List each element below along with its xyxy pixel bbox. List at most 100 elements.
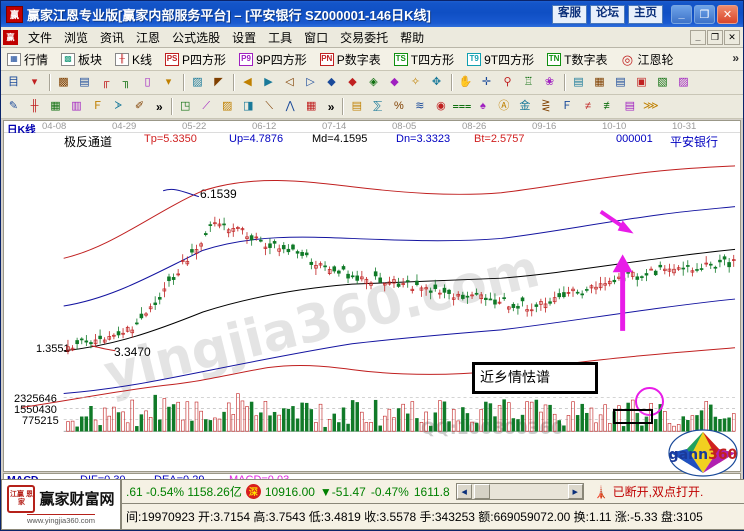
toolbar-icon-tb1-2-0[interactable]: ▩: [58, 76, 69, 88]
shortcut-p-number-table[interactable]: PN P数字表: [319, 51, 381, 68]
toolbar-icon-tb2-3-6[interactable]: ▦: [305, 100, 317, 112]
menu-item-help[interactable]: 帮助: [400, 30, 425, 45]
toolbar-icon-tb2-6-12[interactable]: ≢: [603, 100, 615, 112]
menu-item-settings[interactable]: 设置: [232, 30, 257, 45]
toolbar-icon-tb2-0-3[interactable]: ▥: [71, 100, 82, 112]
toolbar-icon-tb2-6-7[interactable]: Ⓐ: [498, 100, 510, 112]
toolbar-icon-tb1-9-3[interactable]: ♖: [523, 76, 534, 88]
mdi-close-button[interactable]: ✕: [724, 29, 740, 45]
toolbar-icon-tb2-6-8[interactable]: 金: [519, 100, 531, 112]
toolbar-icon-tb2-6-5[interactable]: ⩶: [452, 100, 472, 112]
shortcut-p-square[interactable]: PS P四方形: [165, 51, 226, 68]
toolbar-icon-tb1-2-5[interactable]: ▾: [165, 76, 172, 88]
shortcut-overflow-button[interactable]: »: [732, 51, 739, 65]
toolbar-icon-tb1-7-4[interactable]: ✧: [410, 76, 421, 88]
toolbar-icon-tb1-11-2[interactable]: ▤: [615, 76, 626, 88]
toolbar-icon-tb2-6-0[interactable]: ▤: [351, 100, 363, 112]
toolbar-icon-tb2-0-2[interactable]: ▦: [50, 100, 61, 112]
close-button[interactable]: ✕: [717, 4, 738, 24]
shortcut-t-number-table[interactable]: TN T数字表: [547, 51, 607, 68]
toolbar-icon-tb1-7-0[interactable]: ◆: [327, 76, 336, 88]
toolbar-icon-tb2-3-1[interactable]: ⟋: [202, 100, 211, 112]
toolbar-icon-tb2-6-3[interactable]: ≋: [415, 100, 425, 112]
connection-status[interactable]: 已断开,双点打开.: [612, 485, 704, 499]
toolbar-icon-tb1-9-0[interactable]: ✋: [458, 76, 473, 88]
toolbar-icon-tb1-0-1[interactable]: ▾: [31, 76, 38, 88]
toolbar-icon-tb1-2-4[interactable]: ▯: [144, 76, 151, 88]
status-horizontal-scrollbar[interactable]: ◀ ▶: [455, 483, 584, 500]
minimize-button[interactable]: _: [671, 4, 692, 24]
toolbar-icon-tb2-3-5[interactable]: ⋀: [285, 100, 295, 112]
toolbar-icon-tb2-6-9[interactable]: ⋛: [541, 100, 551, 112]
toolbar-icon-tb2-3-0[interactable]: ◳: [179, 100, 191, 112]
toolbar-icon-tb2-6-1[interactable]: ⅀: [373, 100, 383, 112]
toolbar-icon-tb1-9-1[interactable]: ✛: [481, 76, 492, 88]
toolbar-icon-tb1-7-5[interactable]: ✥: [431, 76, 442, 88]
toolbar-icon-tb2-6-14[interactable]: ⋙: [643, 100, 659, 112]
toolbar-icon-tb1-7-2[interactable]: ◈: [369, 76, 378, 88]
toolbar-icon-tb2-0-4[interactable]: Ｆ: [92, 100, 103, 112]
toolbar-icon-tb1-0-0[interactable]: 目: [8, 76, 19, 88]
toolbar-icon-tb2-6-4[interactable]: ◉: [436, 100, 446, 112]
shortcut-sector[interactable]: ▩ 板块: [61, 51, 102, 68]
toolbar-icon-tb2-3-2[interactable]: ▨: [221, 100, 233, 112]
toolbar-overflow-button[interactable]: »: [156, 99, 163, 114]
toolbar-icon-tb1-11-1[interactable]: ▦: [594, 76, 605, 88]
toolbar-icon-tb2-0-5[interactable]: ᗆ: [114, 100, 123, 112]
shortcut-kline[interactable]: ╫ K线: [115, 51, 152, 68]
toolbar-icon-tb1-2-1[interactable]: ▤: [79, 76, 90, 88]
shortcut-t-square[interactable]: TS T四方形: [393, 51, 454, 68]
toolbar-icon-tb1-6-3[interactable]: ▷: [306, 76, 315, 88]
shortcut-gann-wheel[interactable]: ◎ 江恩轮: [620, 51, 674, 68]
toolbar-icon-tb1-2-3[interactable]: ╖: [122, 76, 131, 88]
menu-item-tools[interactable]: 工具: [268, 30, 293, 45]
shortcut-p9-square[interactable]: P9 9P四方形: [239, 51, 307, 68]
toolbar-icon-tb2-6-2[interactable]: %: [393, 100, 404, 112]
mdi-minimize-button[interactable]: _: [690, 29, 706, 45]
toolbar-icon-tb1-4-1[interactable]: ◤: [214, 76, 223, 88]
toolbar-icon-tb2-6-10[interactable]: Ｆ: [561, 100, 573, 112]
toolbar-icon-tb1-7-3[interactable]: ◆: [390, 76, 399, 88]
menu-item-trade[interactable]: 交易委托: [340, 30, 389, 45]
toolbar-icon-tb1-6-1[interactable]: ▶: [264, 76, 273, 88]
homepage-button[interactable]: 主页: [628, 4, 663, 24]
scroll-left-button[interactable]: ◀: [456, 484, 472, 499]
menu-item-gann[interactable]: 江恩: [136, 30, 161, 45]
menu-item-news[interactable]: 资讯: [100, 30, 125, 45]
forum-button[interactable]: 论坛: [590, 4, 625, 24]
toolbar-icon-tb2-0-6[interactable]: ✐: [134, 100, 145, 112]
customer-service-button[interactable]: 客服: [552, 4, 587, 24]
menu-item-file[interactable]: 文件: [28, 30, 53, 45]
toolbar-icon-tb1-4-0[interactable]: ▨: [192, 76, 203, 88]
maximize-button[interactable]: ❐: [694, 4, 715, 24]
toolbar-icon-tb1-11-5[interactable]: ▨: [678, 76, 689, 88]
chart-panel[interactable]: 04-08 04-29 05-22 06-12 07-14 08-05 08-26 09-16…: [3, 120, 741, 472]
toolbar-icon-tb2-0-1[interactable]: ╫: [30, 100, 39, 112]
toolbar-icon-tb1-9-4[interactable]: ❀: [544, 76, 555, 88]
toolbar-icon-tb1-11-4[interactable]: ▧: [657, 76, 668, 88]
toolbar-icon-tb1-7-1[interactable]: ◆: [348, 76, 357, 88]
toolbar-icon-tb2-6-6[interactable]: ♠: [479, 100, 486, 112]
toolbar-icon-tb1-2-2[interactable]: ╓: [101, 76, 110, 88]
toolbar-icon-tb2-3-3[interactable]: ◨: [242, 100, 254, 112]
toolbar-icon-tb1-6-2[interactable]: ◁: [285, 76, 294, 88]
toolbar-icon-tb2-6-13[interactable]: ▤: [624, 100, 636, 112]
chart-plot-area[interactable]: 6.1539 3.3470 1.3551 2325646 1550430 775…: [4, 147, 740, 471]
toolbar-icon-tb2-6-11[interactable]: ≠: [584, 100, 591, 112]
shortcut-quotes[interactable]: ▦ 行情: [7, 51, 48, 68]
toolbar-icon-tb1-11-3[interactable]: ▣: [636, 76, 647, 88]
menu-item-window[interactable]: 窗口: [304, 30, 329, 45]
shortcut-t9-square[interactable]: T9 9T四方形: [467, 51, 534, 68]
menu-item-browse[interactable]: 浏览: [64, 30, 89, 45]
scroll-thumb[interactable]: [473, 484, 490, 499]
toolbar-icon-tb1-11-0[interactable]: ▤: [573, 76, 584, 88]
toolbar-icon-tb2-3-4[interactable]: ⟍: [265, 100, 274, 112]
toolbar-icon-tb2-0-0[interactable]: ✎: [8, 100, 19, 112]
indicator-readout-row: 极反通道 Tp=5.3350 Up=4.7876 Md=4.1595 Dn=3.…: [4, 133, 740, 149]
toolbar-icon-tb1-6-0[interactable]: ◀: [243, 76, 252, 88]
toolbar-icon-tb1-9-2[interactable]: ⚲: [503, 76, 512, 88]
mdi-restore-button[interactable]: ❐: [707, 29, 723, 45]
menu-item-formula-screen[interactable]: 公式选股: [172, 30, 221, 45]
toolbar-overflow-button[interactable]: »: [327, 99, 335, 114]
scroll-right-button[interactable]: ▶: [567, 484, 583, 499]
